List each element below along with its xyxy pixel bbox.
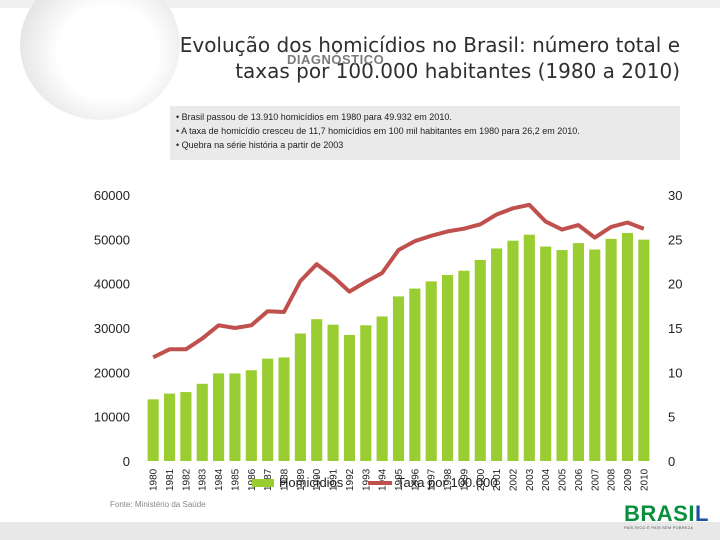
x-tick-2000: 2000 — [476, 468, 487, 491]
bar-2010 — [638, 239, 650, 461]
bar-1981 — [163, 393, 176, 461]
x-tick-1981: 1981 — [165, 468, 176, 491]
x-tick-2002: 2002 — [509, 468, 520, 491]
logo-word: BRASIL — [624, 501, 709, 526]
x-tick-2009: 2009 — [623, 468, 634, 491]
right-tick-25: 25 — [668, 232, 682, 247]
bar-1990 — [311, 319, 323, 461]
bar-1982 — [180, 392, 192, 461]
x-tick-1984: 1984 — [214, 468, 225, 491]
bar-1993 — [360, 325, 372, 461]
bar-2004 — [540, 246, 552, 461]
bar-2006 — [572, 243, 584, 461]
x-tick-1988: 1988 — [280, 468, 291, 491]
right-tick-10: 10 — [668, 365, 682, 380]
page-title: Evolução dos homicídios no Brasil: númer… — [150, 32, 680, 84]
rate-line — [152, 202, 645, 360]
left-tick-30000: 30000 — [94, 321, 130, 336]
brasil-logo: BRASIL PAÍS RICO É PAÍS SEM POBREZA — [624, 503, 708, 537]
x-tick-2006: 2006 — [574, 468, 585, 491]
bar-2005 — [556, 250, 568, 461]
left-tick-60000: 60000 — [94, 188, 130, 203]
bar-2000 — [474, 259, 486, 461]
bar-2008 — [605, 238, 617, 461]
title-line-2: taxas por 100.000 habitantes (1980 a 201… — [235, 59, 680, 83]
top-band — [0, 0, 720, 8]
bar-1985 — [229, 373, 241, 461]
left-tick-10000: 10000 — [94, 410, 130, 425]
bar-2003 — [523, 234, 535, 461]
x-tick-1982: 1982 — [181, 468, 192, 491]
x-tick-2008: 2008 — [607, 468, 618, 491]
bar-1994 — [376, 316, 388, 461]
bar-1991 — [327, 324, 339, 461]
x-tick-1980: 1980 — [149, 468, 160, 491]
x-tick-2004: 2004 — [541, 468, 552, 491]
x-tick-1991: 1991 — [329, 468, 340, 491]
right-tick-0: 0 — [668, 454, 675, 469]
bar-1999 — [458, 270, 470, 461]
bar-1983 — [196, 383, 208, 461]
x-tick-1995: 1995 — [394, 468, 405, 491]
bar-1997 — [425, 281, 437, 461]
right-tick-5: 5 — [668, 410, 675, 425]
bar-1987 — [262, 358, 274, 461]
bar-1989 — [294, 333, 306, 461]
bar-1992 — [343, 334, 355, 461]
x-tick-1992: 1992 — [345, 468, 356, 491]
legend-bar-swatch — [252, 479, 274, 487]
x-tick-1993: 1993 — [361, 468, 372, 491]
left-tick-0: 0 — [123, 454, 130, 469]
x-tick-1996: 1996 — [410, 468, 421, 491]
overlay-title: DIAGNÓSTICO — [287, 52, 385, 67]
x-tick-2005: 2005 — [558, 468, 569, 491]
notes-box: • Brasil passou de 13.910 homicídios em … — [170, 106, 680, 160]
bar-2007 — [589, 249, 601, 461]
x-tick-2001: 2001 — [492, 468, 503, 491]
x-tick-1999: 1999 — [459, 468, 470, 491]
x-tick-1990: 1990 — [312, 468, 323, 491]
right-tick-30: 30 — [668, 188, 682, 203]
bar-2009 — [621, 232, 634, 461]
legend-line-label: Taxa por 100.000 — [397, 475, 497, 490]
note-2: • A taxa de homicídio cresceu de 11,7 ho… — [176, 126, 580, 136]
x-tick-2003: 2003 — [525, 468, 536, 491]
bar-1988 — [278, 357, 290, 461]
left-tick-50000: 50000 — [94, 232, 130, 247]
x-tick-1989: 1989 — [296, 468, 307, 491]
bottom-bar — [0, 522, 720, 540]
decorative-swoosh — [20, 0, 180, 120]
note-1: • Brasil passou de 13.910 homicídios em … — [176, 112, 452, 122]
left-tick-20000: 20000 — [94, 365, 130, 380]
x-tick-2010: 2010 — [639, 468, 650, 491]
left-tick-40000: 40000 — [94, 277, 130, 292]
x-tick-2007: 2007 — [590, 468, 601, 491]
logo-tagline: PAÍS RICO É PAÍS SEM POBREZA — [624, 525, 694, 530]
bar-1995 — [392, 296, 405, 461]
bar-1984 — [213, 373, 225, 461]
right-tick-20: 20 — [668, 277, 682, 292]
x-tick-1994: 1994 — [378, 468, 389, 491]
bar-1998 — [442, 275, 454, 461]
legend-bar-label: Homicídios — [279, 475, 344, 490]
bar-1996 — [409, 288, 421, 461]
bar-1980 — [147, 399, 159, 461]
bar-2001 — [491, 248, 503, 461]
source-note: Fonte: Ministério da Saúde — [110, 500, 206, 509]
x-tick-1983: 1983 — [198, 468, 209, 491]
title-line-1: Evolução dos homicídios no Brasil: númer… — [179, 33, 680, 57]
x-tick-1997: 1997 — [427, 468, 438, 491]
x-tick-1998: 1998 — [443, 468, 454, 491]
right-tick-15: 15 — [668, 321, 682, 336]
bar-2002 — [507, 240, 519, 461]
note-3: • Quebra na série história a partir de 2… — [176, 140, 344, 150]
bar-1986 — [245, 370, 257, 461]
x-tick-1985: 1985 — [231, 468, 242, 491]
